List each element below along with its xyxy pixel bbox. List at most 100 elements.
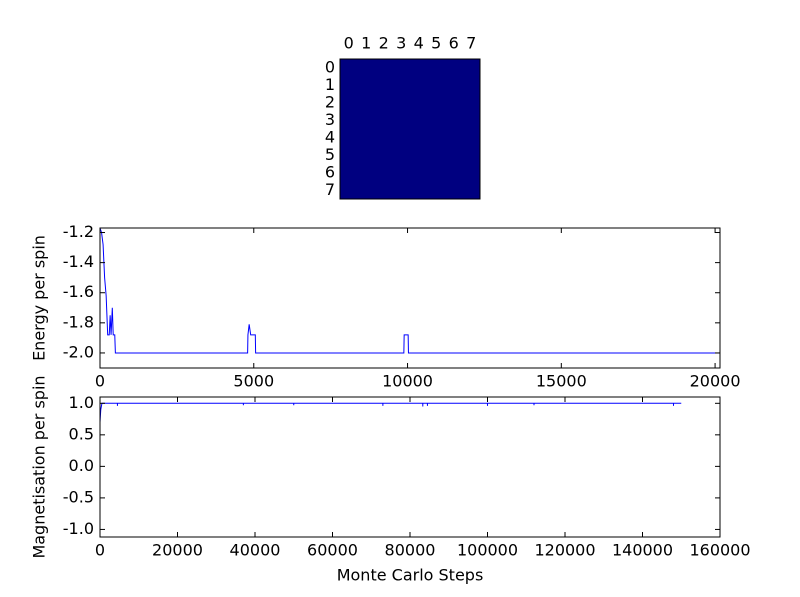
x-tick-label: 5000 [233, 372, 274, 391]
x-tick-label: 3 [396, 34, 406, 53]
heatmap-cell [375, 111, 393, 130]
heatmap-cell [375, 94, 393, 112]
heatmap-cell [445, 111, 463, 130]
heatmap-cell [462, 129, 481, 147]
heatmap-cell [462, 111, 481, 130]
x-tick-label: 120000 [534, 541, 595, 560]
heatmap-cell [410, 76, 428, 95]
y-tick-label: 7 [325, 180, 335, 199]
x-tick-label: 20000 [152, 541, 203, 560]
heatmap-cell [445, 94, 463, 112]
x-tick-label: 80000 [385, 541, 436, 560]
y-tick-label: 0.0 [69, 456, 94, 475]
x-tick-label: 100000 [457, 541, 518, 560]
heatmap-cell [340, 146, 358, 165]
heatmap-cell [340, 59, 358, 77]
heatmap-cell [410, 94, 428, 112]
heatmap-cell [445, 181, 463, 200]
x-tick-label: 6 [449, 34, 459, 53]
data-line [99, 227, 720, 354]
y-tick-label: -1.6 [63, 282, 94, 301]
heatmap-cell [410, 164, 428, 182]
heatmap-cell [340, 164, 358, 182]
x-tick-label: 15000 [536, 372, 587, 391]
y-tick-label: 6 [325, 162, 335, 181]
plot-frame [99, 227, 721, 369]
x-axis-label: Monte Carlo Steps [337, 566, 484, 585]
heatmap-cell [427, 164, 446, 182]
y-tick-label: -1.2 [63, 222, 94, 241]
heatmap-cell [392, 76, 411, 95]
x-tick-label: 0 [95, 541, 105, 560]
y-tick-label: 0.5 [69, 424, 94, 443]
data-line [99, 402, 682, 423]
heatmap-cell [340, 129, 358, 147]
heatmap-cell [410, 146, 428, 165]
x-tick-label: 160000 [689, 541, 750, 560]
heatmap-cell [357, 146, 376, 165]
heatmap-cell [340, 111, 358, 130]
x-tick-label: 5 [431, 34, 441, 53]
heatmap-cell [375, 76, 393, 95]
y-tick-label: 2 [325, 92, 335, 111]
heatmap-cell [357, 111, 376, 130]
heatmap-cell [427, 146, 446, 165]
x-tick-label: 0 [95, 372, 105, 391]
x-tick-label: 40000 [230, 541, 281, 560]
heatmap-cell [410, 181, 428, 200]
heatmap-cell [375, 146, 393, 165]
x-tick-label: 60000 [307, 541, 358, 560]
heatmap-cell [462, 94, 481, 112]
heatmap-cell [357, 59, 376, 77]
heatmap-cell [357, 164, 376, 182]
heatmap-cell [392, 59, 411, 77]
heatmap-cell [462, 146, 481, 165]
x-tick-label: 1 [361, 34, 371, 53]
heatmap-cell [340, 76, 358, 95]
heatmap-cell [357, 76, 376, 95]
heatmap-cell [392, 129, 411, 147]
heatmap-cell [375, 129, 393, 147]
heatmap-cell [410, 129, 428, 147]
x-tick-label: 10000 [382, 372, 433, 391]
heatmap-cell [375, 164, 393, 182]
y-tick-label: -2.0 [63, 342, 94, 361]
heatmap-cell [392, 146, 411, 165]
heatmap-cell [375, 181, 393, 200]
heatmap-cell [340, 181, 358, 200]
heatmap-cell [392, 164, 411, 182]
x-tick-label: 20000 [690, 372, 741, 391]
y-axis-label: Energy per spin [30, 235, 49, 361]
y-tick-label: -1.8 [63, 312, 94, 331]
heatmap-cell [410, 111, 428, 130]
x-tick-label: 2 [379, 34, 389, 53]
heatmap-cell [445, 146, 463, 165]
heatmap-cell [357, 129, 376, 147]
y-tick-label: 1 [325, 75, 335, 94]
heatmap-cell [427, 76, 446, 95]
x-tick-label: 7 [466, 34, 476, 53]
heatmap-cell [445, 164, 463, 182]
heatmap-cell [375, 59, 393, 77]
y-tick-label: -1.4 [63, 252, 94, 271]
heatmap-cell [340, 94, 358, 112]
heatmap-cell [392, 111, 411, 130]
x-tick-label: 0 [344, 34, 354, 53]
heatmap-cell [427, 181, 446, 200]
heatmap-cell [445, 129, 463, 147]
y-tick-label: 1.0 [69, 393, 94, 412]
heatmap-cell [462, 181, 481, 200]
heatmap-cell [392, 181, 411, 200]
heatmap-cell [410, 59, 428, 77]
heatmap-cell [462, 164, 481, 182]
y-tick-label: 3 [325, 110, 335, 129]
plot-frame [99, 396, 721, 538]
heatmap-cell [462, 59, 481, 77]
heatmap-cell [357, 181, 376, 200]
x-tick-label: 140000 [612, 541, 673, 560]
x-tick-label: 4 [414, 34, 424, 53]
y-tick-label: -1.0 [63, 519, 94, 538]
heatmap-cell [392, 94, 411, 112]
